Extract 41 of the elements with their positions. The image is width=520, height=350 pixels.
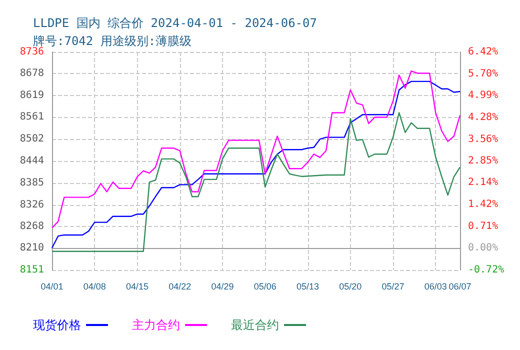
y-tick-label: 8678 [20,68,44,80]
y2-tick-label: 0.00% [468,242,498,254]
y-tick-label: 8210 [20,242,44,254]
y-tick-label: 8619 [20,90,44,102]
x-tick-label: 05/06 [254,282,276,292]
legend-label: 最近合约 [231,318,279,332]
y-tick-label: 8268 [20,220,44,232]
y2-tick-label: 0.71% [468,220,498,232]
line-series [51,112,461,252]
x-tick-label: 06/07 [448,282,472,292]
y2-tick-label: 4.99% [468,90,498,102]
x-tick-label: 04/29 [211,282,234,292]
x-tick-label: 04/08 [83,282,106,292]
y-tick-label: 8736 [20,46,44,58]
x-tick-label: 05/13 [296,282,320,292]
legend-label: 主力合约 [132,318,180,332]
x-tick-label: 04/15 [126,282,149,292]
y2-tick-label: 2.85% [468,156,498,166]
y2-tick-label: 5.70% [468,68,498,80]
chart-subtitle: 牌号:7042 用途级别:薄膜级 [33,34,192,48]
line-series [51,80,461,249]
y-tick-label: 8502 [20,134,44,145]
legend-label: 现货价格 [33,318,81,332]
y2-tick-label: 6.42% [468,46,498,58]
y2-tick-label: 4.28% [468,112,498,123]
y-tick-label: 8444 [20,155,44,166]
y-tick-label: 8385 [20,177,44,188]
chart-title: LLDPE 国内 综合价 2024-04-01 - 2024-06-07 [33,16,317,30]
x-tick-label: 06/03 [424,282,447,292]
y2-tick-label: 2.14% [468,177,498,188]
x-tick-label: 05/27 [382,282,404,292]
y2-tick-label: 1.42% [468,199,498,210]
x-tick-label: 04/01 [40,282,64,292]
y2-tick-label: 3.56% [468,134,498,145]
x-tick-label: 05/20 [339,282,362,292]
x-tick-label: 04/22 [168,282,192,292]
line-series [51,70,461,228]
y2-tick-label: -0.72% [468,264,504,276]
y-tick-label: 8326 [20,199,44,210]
y-tick-label: 8561 [20,112,44,123]
y-tick-label: 8151 [20,264,44,276]
